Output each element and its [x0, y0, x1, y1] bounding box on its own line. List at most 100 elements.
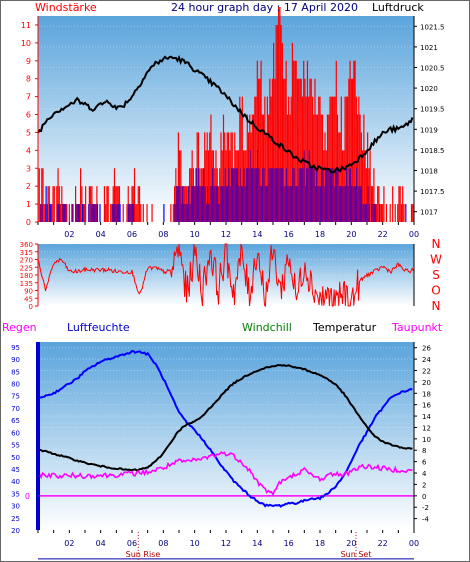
humidity-line	[37, 350, 413, 508]
pressure-tick-label: 1020	[420, 85, 438, 93]
wind-tick-label: 10	[21, 39, 31, 48]
compass-label: N	[432, 237, 441, 251]
legend-regen: Regen	[2, 321, 37, 334]
pressure-tick-label: 1017.5	[420, 188, 445, 196]
compass-label: S	[432, 268, 440, 282]
humidity-tick-label: 80	[11, 381, 20, 389]
legend-taupunkt: Taupunkt	[392, 321, 443, 334]
pressure-tick-label: 1021.5	[420, 23, 445, 31]
wind-tick-label: 6	[26, 111, 31, 120]
humidity-tick-label: 45	[11, 466, 20, 474]
chart-title: 24 hour graph day : 17 April 2020	[171, 1, 358, 14]
wind-tick-label: 1	[26, 200, 31, 209]
climate-panel-background	[38, 342, 414, 530]
temperature-tick-label: 6	[422, 459, 427, 467]
climate-hour-label: 20	[346, 539, 356, 548]
humidity-tick-label: 95	[11, 344, 20, 352]
hour-tick-label: 06	[127, 230, 137, 239]
temperature-tick-label: 2	[422, 481, 426, 489]
climate-hour-label: 18	[315, 539, 325, 548]
compass-label: O	[431, 284, 440, 298]
temperature-tick-label: 10	[422, 436, 431, 444]
compass-label: N	[432, 299, 441, 313]
wind-tick-label: 0	[26, 218, 31, 227]
legend-luftfeuchte: Luftfeuchte	[67, 321, 130, 334]
temperature-tick-label: 20	[422, 379, 431, 387]
direction-tick-label: 270	[20, 257, 33, 265]
humidity-tick-label: 75	[11, 393, 20, 401]
hour-tick-label: 10	[190, 230, 200, 239]
wind-direction-line	[37, 243, 415, 308]
legend-temperatur: Temperatur	[313, 321, 377, 334]
hour-tick-label: 16	[284, 230, 294, 239]
pressure-tick-label: 1020.5	[420, 65, 445, 73]
temperature-tick-label: 24	[422, 356, 431, 364]
hour-tick-label: 04	[96, 230, 106, 239]
hour-tick-label: 08	[158, 230, 168, 239]
temperature-tick-label: -2	[422, 504, 429, 512]
wind-tick-label: 11	[21, 21, 31, 30]
pressure-tick-label: 1019.5	[420, 106, 445, 114]
temperature-tick-label: 12	[422, 424, 431, 432]
wind-tick-label: 2	[26, 182, 31, 191]
hour-tick-label: 00	[409, 230, 419, 239]
direction-tick-label: 360	[20, 241, 33, 249]
humidity-tick-label: 20	[11, 527, 20, 535]
wind-tick-label: 5	[26, 128, 31, 137]
climate-hour-label: 12	[221, 539, 231, 548]
humidity-tick-label: 25	[11, 515, 20, 523]
direction-tick-label: 90	[24, 288, 33, 296]
legend-windchill: Windchill	[242, 321, 292, 334]
climate-hour-label: 02	[64, 539, 74, 548]
direction-tick-label: 315	[20, 249, 33, 257]
humidity-tick-label: 60	[11, 429, 20, 437]
pressure-tick-label: 1021	[420, 44, 438, 52]
humidity-tick-label: 50	[11, 454, 20, 462]
pressure-tick-label: 1018	[420, 168, 438, 176]
wind-axis-title: Windstärke	[35, 1, 97, 14]
sun-rise-label: Sun Rise	[126, 550, 161, 559]
humidity-tick-label: 70	[11, 405, 20, 413]
direction-tick-label: 45	[24, 295, 33, 303]
temperature-tick-label: 16	[422, 402, 431, 410]
hour-tick-label: 20	[346, 230, 356, 239]
dewpoint-line	[37, 450, 413, 497]
climate-hour-label: 10	[190, 539, 200, 548]
humidity-tick-label: 40	[11, 478, 20, 486]
pressure-line	[37, 54, 414, 174]
direction-tick-label: 135	[20, 280, 33, 288]
direction-tick-label: 0	[29, 303, 33, 311]
humidity-tick-label: 85	[11, 368, 20, 376]
climate-hour-label: 00	[409, 539, 419, 548]
pressure-tick-label: 1019	[420, 126, 438, 134]
climate-hour-label: 22	[378, 539, 388, 548]
hour-tick-label: 14	[252, 230, 262, 239]
pressure-tick-label: 1018.5	[420, 147, 445, 155]
direction-tick-label: 225	[20, 264, 33, 272]
hour-tick-label: 18	[315, 230, 325, 239]
temperature-tick-label: 0	[422, 493, 426, 501]
freezing-label: 0	[25, 492, 30, 501]
compass-label: W	[430, 253, 442, 267]
climate-hour-label: 04	[96, 539, 106, 548]
humidity-tick-label: 65	[11, 417, 20, 425]
pressure-axis-title: Luftdruck	[372, 1, 424, 14]
temperature-tick-label: 22	[422, 367, 431, 375]
hour-tick-label: 12	[221, 230, 231, 239]
wind-tick-label: 4	[26, 146, 31, 155]
temperature-tick-label: -4	[422, 516, 430, 524]
temperature-line	[37, 364, 413, 472]
hour-tick-label: 02	[64, 230, 74, 239]
wind-tick-label: 8	[26, 75, 31, 84]
pressure-tick-label: 1017	[420, 209, 438, 217]
humidity-tick-label: 30	[11, 503, 20, 511]
climate-hour-label: 06	[127, 539, 137, 548]
temperature-tick-label: 4	[422, 470, 427, 478]
climate-hour-label: 08	[158, 539, 168, 548]
wind-tick-label: 9	[26, 57, 31, 66]
temperature-tick-label: 26	[422, 345, 431, 353]
climate-hour-label: 14	[252, 539, 262, 548]
humidity-tick-label: 90	[11, 356, 20, 364]
temperature-tick-label: 18	[422, 390, 431, 398]
